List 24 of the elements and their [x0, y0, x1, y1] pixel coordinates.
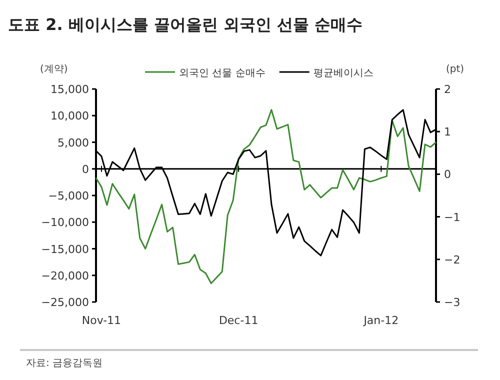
x-tick-label: Nov-11: [82, 314, 122, 327]
y-tick-label: 10,000: [50, 110, 89, 123]
y-tick-label: 15,000: [50, 83, 89, 96]
y-tick-label: −20,000: [41, 269, 89, 282]
y2-tick-label: −3: [444, 296, 460, 309]
y-axis-title: (계약): [40, 64, 68, 75]
y-tick-label: −25,000: [41, 296, 89, 309]
y2-tick-label: 0: [444, 168, 451, 182]
text: 자료: 금융감독원: [26, 358, 103, 369]
y-tick-label: −15,000: [41, 242, 89, 256]
y2-tick-label: 2: [444, 83, 451, 96]
y-tick-label: −10,000: [41, 216, 89, 230]
legend-label: 외국인 선물 순매수: [179, 68, 266, 79]
y2-tick-label: −2: [444, 253, 460, 266]
legend-label: 평균베이시스: [313, 68, 374, 79]
y2-tick-label: −1: [444, 210, 460, 224]
y-tick-label: 5,000: [58, 136, 89, 150]
x-tick-label: Dec-11: [218, 314, 258, 327]
y-tick-label: 0: [82, 162, 89, 176]
y-tick-label: −5,000: [48, 190, 89, 202]
x-tick-label: Jan-12: [362, 314, 399, 327]
chart-title: 도표 2. 베이시스를 끌어올린 외국인 선물 순매수: [8, 15, 363, 34]
y2-axis-title: (pt): [446, 64, 464, 75]
y2-tick-label: 1: [444, 126, 451, 139]
